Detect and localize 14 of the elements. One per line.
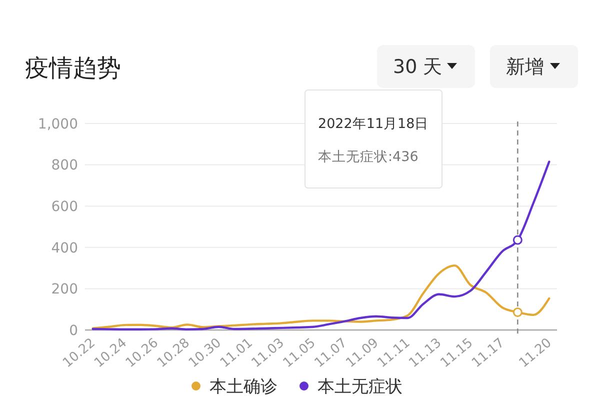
text: 30 天 (393, 56, 442, 78)
y-tick-label: 0 (69, 322, 78, 339)
line-series (92, 264, 550, 330)
y-tick-label: 1,000 (38, 116, 78, 132)
chart-title: 疫情趋势 (25, 54, 121, 82)
annotation: 本土无症状:436 (318, 149, 418, 165)
y-tick-label: 800 (51, 158, 78, 174)
legend-label: 本土确诊 (210, 377, 278, 398)
y-tick-label: 400 (51, 240, 78, 256)
legend-label: 本土无症状 (318, 377, 402, 398)
annotation: 2022年11月18日 (318, 116, 429, 132)
y-tick-label: 600 (51, 199, 78, 215)
y-tick-label: 200 (51, 282, 78, 298)
text: 新增 (506, 56, 544, 78)
